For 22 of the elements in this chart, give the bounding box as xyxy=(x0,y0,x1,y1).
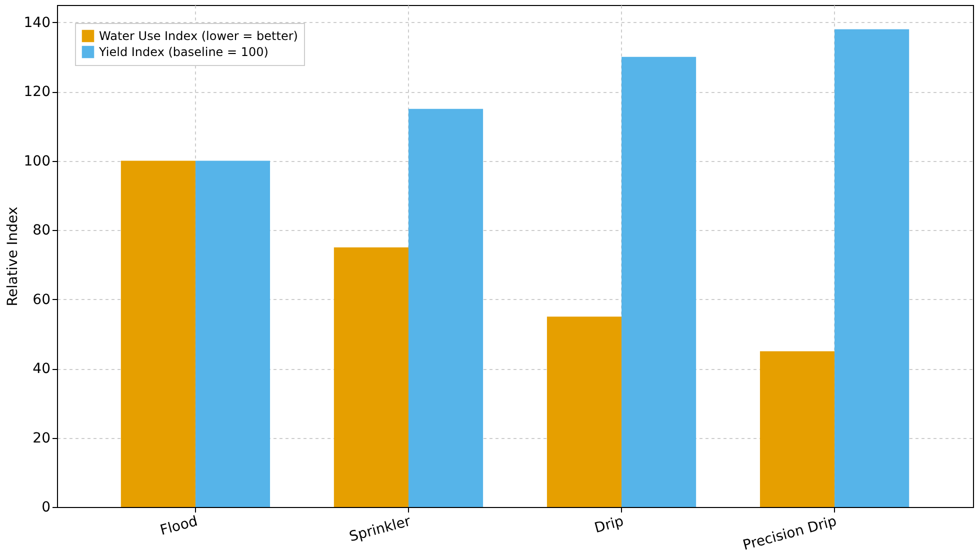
bar xyxy=(622,56,696,507)
bar xyxy=(120,160,196,507)
x-tick-label: Drip xyxy=(592,514,626,537)
bar xyxy=(195,160,270,507)
x-tick-label: Precision Drip xyxy=(741,514,839,554)
y-axis-title: Relative Index xyxy=(4,206,21,306)
y-tick-label: 0 xyxy=(42,500,50,516)
x-tick-label: Flood xyxy=(158,514,200,539)
y-tick-label: 140 xyxy=(24,14,50,31)
y-tick-label: 80 xyxy=(32,222,50,239)
legend-label: Water Use Index (lower = better) xyxy=(99,29,298,43)
bar xyxy=(408,108,484,507)
bar xyxy=(546,316,622,507)
legend-label: Yield Index (baseline = 100) xyxy=(98,45,268,59)
y-tick-label: 120 xyxy=(24,84,50,100)
y-tick-label: 40 xyxy=(32,361,50,378)
bar xyxy=(834,29,910,507)
bar xyxy=(334,247,408,507)
y-tick-label: 100 xyxy=(24,153,50,170)
bar xyxy=(760,351,835,507)
y-tick-label: 60 xyxy=(32,292,50,308)
y-tick-label: 20 xyxy=(32,430,50,446)
